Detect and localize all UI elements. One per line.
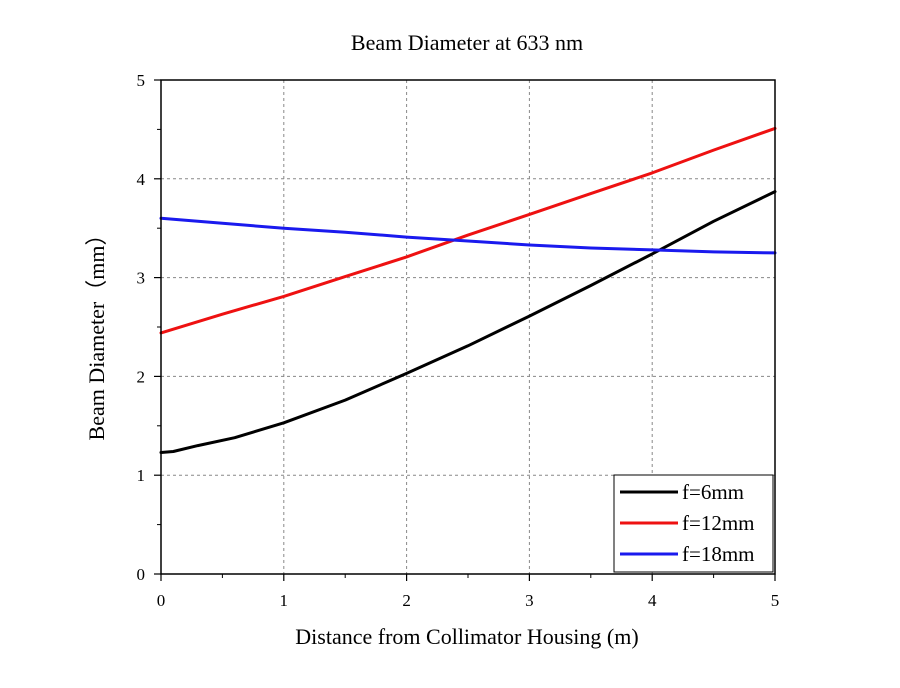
legend-label: f=18mm xyxy=(682,542,755,566)
y-tick-label: 1 xyxy=(137,466,146,485)
y-tick-label: 2 xyxy=(137,367,146,386)
series-lines xyxy=(159,126,777,454)
legend: f=6mm f=12mm f=18mm xyxy=(613,474,774,573)
axis-ticks: 0 1 2 3 4 5 0 1 2 3 4 5 xyxy=(137,71,780,610)
y-tick-label: 4 xyxy=(137,170,146,189)
y-axis-label: Beam Diameter（mm） xyxy=(84,224,109,441)
x-tick-label: 0 xyxy=(157,591,166,610)
x-tick-label: 4 xyxy=(648,591,657,610)
legend-label: f=6mm xyxy=(682,480,744,504)
series-line-1 xyxy=(159,190,777,454)
x-tick-label: 1 xyxy=(280,591,289,610)
x-tick-label: 2 xyxy=(402,591,411,610)
chart-title: Beam Diameter at 633 nm xyxy=(351,30,583,55)
x-axis-label: Distance from Collimator Housing (m) xyxy=(295,624,638,649)
series-line-2 xyxy=(159,126,777,335)
series-line-3 xyxy=(159,216,777,255)
y-tick-label: 0 xyxy=(137,565,146,584)
y-tick-label: 5 xyxy=(137,71,146,90)
x-tick-label: 3 xyxy=(525,591,534,610)
x-tick-label: 5 xyxy=(771,591,780,610)
legend-label: f=12mm xyxy=(682,511,755,535)
y-tick-label: 3 xyxy=(137,269,146,288)
